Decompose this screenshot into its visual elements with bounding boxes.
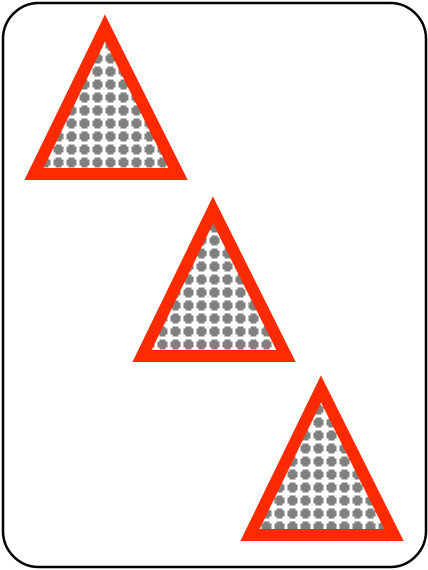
triangle-shape-3	[240, 375, 404, 541]
triangle-shape-1	[24, 14, 188, 180]
triangle-shape-2	[132, 196, 296, 362]
